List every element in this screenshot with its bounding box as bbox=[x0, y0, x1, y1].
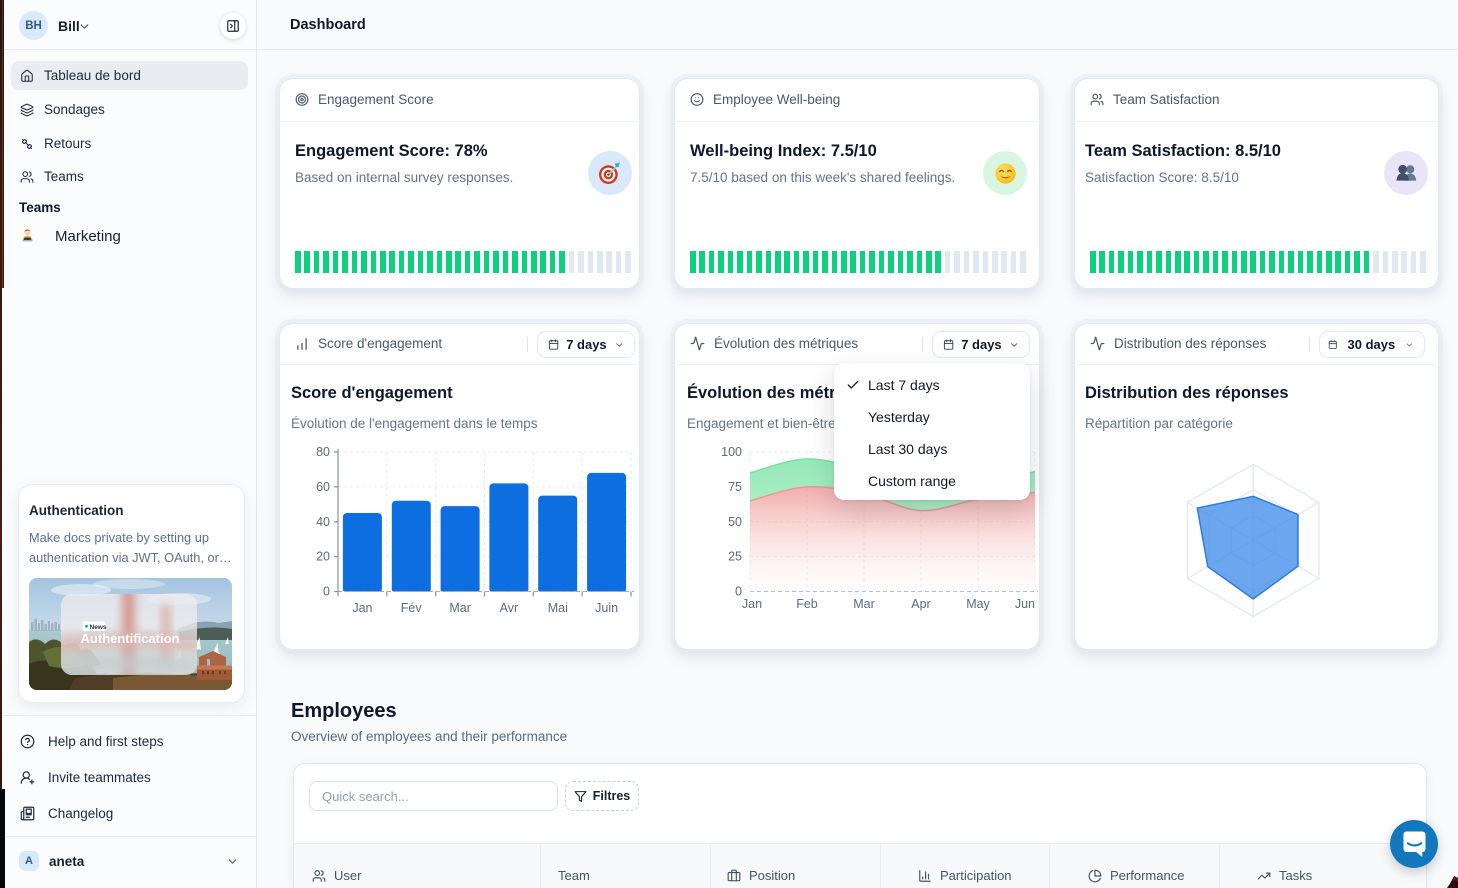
svg-text:Jan: Jan bbox=[352, 601, 372, 615]
svg-text:Authentification: Authentification bbox=[81, 631, 180, 646]
svg-text:0: 0 bbox=[735, 585, 742, 599]
svg-text:25: 25 bbox=[728, 550, 742, 564]
svg-text:Apr: Apr bbox=[911, 597, 930, 611]
svg-text:Mar: Mar bbox=[853, 597, 875, 611]
svg-text:Fév: Fév bbox=[401, 601, 423, 615]
svg-text:Juin: Juin bbox=[595, 601, 618, 615]
svg-text:Jan: Jan bbox=[742, 597, 762, 611]
svg-text:50: 50 bbox=[728, 515, 742, 529]
svg-text:Mar: Mar bbox=[449, 601, 471, 615]
svg-text:Avr: Avr bbox=[500, 601, 519, 615]
svg-text:75: 75 bbox=[728, 480, 742, 494]
svg-text:20: 20 bbox=[316, 550, 330, 564]
svg-text:80: 80 bbox=[316, 445, 330, 459]
svg-text:News: News bbox=[90, 624, 107, 631]
svg-text:60: 60 bbox=[316, 480, 330, 494]
svg-text:Jun: Jun bbox=[1015, 597, 1035, 611]
svg-text:40: 40 bbox=[316, 515, 330, 529]
svg-text:100: 100 bbox=[721, 445, 742, 459]
svg-text:Feb: Feb bbox=[796, 597, 818, 611]
svg-text:Mai: Mai bbox=[548, 601, 568, 615]
svg-text:0: 0 bbox=[323, 585, 330, 599]
svg-text:May: May bbox=[966, 597, 990, 611]
